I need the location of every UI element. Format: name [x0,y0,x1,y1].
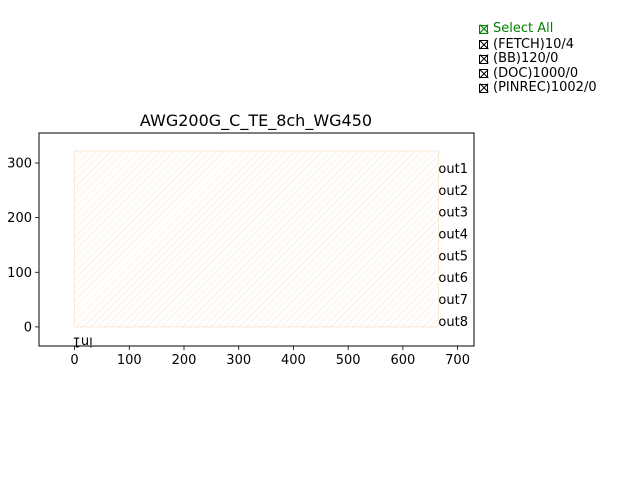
x-tick-label: 100 [117,353,142,368]
checkbox-layer-fetch[interactable]: (FETCH)10/4 [479,36,597,53]
checkbox-layer-doc[interactable]: (DOC)1000/0 [479,65,597,82]
checkbox-select-all[interactable]: Select All [479,21,597,37]
y-axis: 0 100 200 300 [7,157,39,335]
port-label-out2: out2 [438,184,468,199]
port-labels: in1 out1 out2 out3 out4 out5 out6 out7 out8 [73,162,468,348]
plot-title: AWG200G_C_TE_8ch_WG450 [140,111,372,131]
x-tick-label: 400 [281,353,306,368]
port-label-out5: out5 [438,249,468,264]
y-tick-label: 300 [7,157,32,172]
port-label-out1: out1 [438,162,468,177]
checked-box-icon [479,54,488,64]
checkbox-label: (PINREC)1002/0 [493,80,597,95]
x-tick-label: 700 [445,353,470,368]
checkbox-label: (DOC)1000/0 [493,65,579,81]
checkbox-layer-pinrec[interactable]: (PINREC)1002/0 [479,80,597,96]
checkbox-layer-bb[interactable]: (BB)120/0 [479,51,597,67]
x-tick-label: 200 [172,353,197,368]
x-tick-label: 300 [226,353,251,368]
checkbox-label: (BB)120/0 [493,51,559,66]
axes-frame [38,132,475,347]
checked-box-icon [479,40,488,50]
layer-checkbox-panel: Select All (FETCH)10/4 (BB)120/0 (DOC)10… [479,21,597,96]
x-tick-label: 600 [390,353,415,368]
y-tick-label: 100 [7,266,32,281]
port-label-out4: out4 [438,228,468,243]
component-outline [74,150,439,328]
x-tick-label: 0 [70,353,78,368]
x-tick-label: 500 [336,353,361,368]
checked-box-icon [479,69,488,79]
checked-box-icon [479,83,488,93]
x-axis: 0 100 200 300 400 500 600 700 [70,346,470,368]
port-label-out6: out6 [438,271,468,286]
checkbox-label: (FETCH)10/4 [493,36,575,52]
y-tick-label: 0 [24,320,32,335]
checked-box-icon [479,24,488,34]
port-label-out8: out8 [438,315,468,330]
checkbox-label: Select All [493,21,554,36]
port-label-in1: in1 [73,333,93,348]
port-label-out7: out7 [438,293,468,308]
y-tick-label: 200 [7,211,32,226]
port-label-out3: out3 [438,206,468,221]
